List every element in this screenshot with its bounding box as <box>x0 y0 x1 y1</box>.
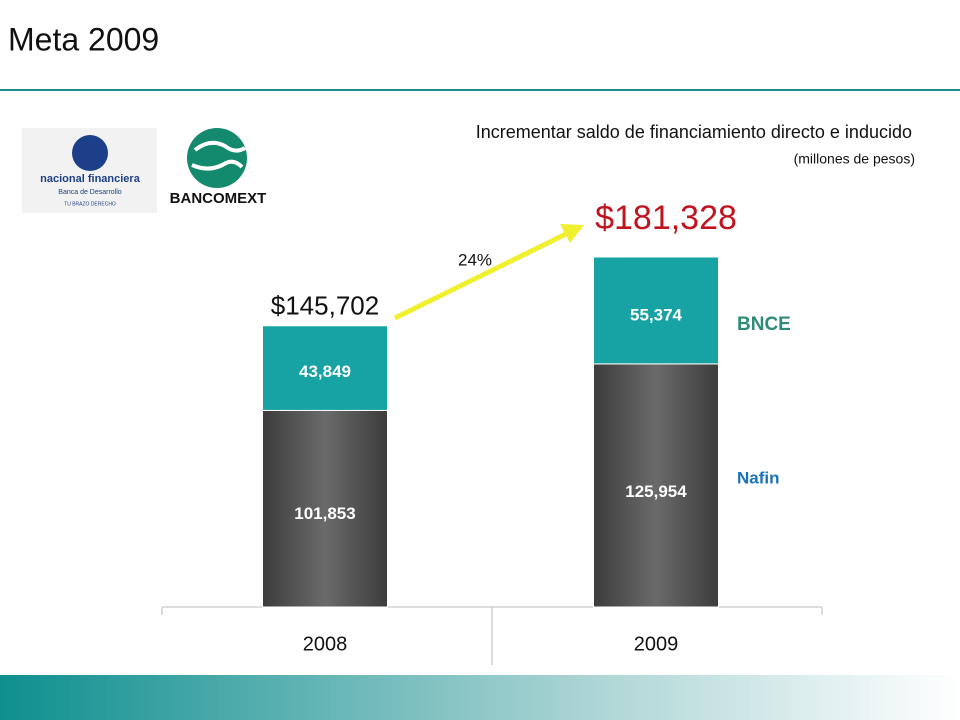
bancomext-name: BANCOMEXT <box>170 190 267 207</box>
slide-title: Meta 2009 <box>8 21 159 57</box>
x-tick-label: 2009 <box>634 633 679 655</box>
bancomext-globe-lines <box>191 140 247 171</box>
footer-strip <box>0 675 960 720</box>
nafin-motto: TU BRAZO DERECHO <box>64 201 116 207</box>
data-label: 43,849 <box>299 362 351 381</box>
units: (millones de pesos) <box>794 151 915 167</box>
nafin-sub: Banca de Desarrollo <box>58 189 122 196</box>
bancomext-globe <box>187 128 247 188</box>
legend-label: Nafin <box>737 468 780 487</box>
nafin-logo-mark <box>72 135 108 171</box>
data-label: 101,853 <box>294 504 355 523</box>
growth-label: 24% <box>458 250 492 269</box>
total-label: $181,328 <box>595 199 737 237</box>
total-label: $145,702 <box>271 291 379 321</box>
legend-label: BNCE <box>737 314 791 335</box>
growth-arrow <box>393 230 570 321</box>
bar-segment <box>593 363 719 608</box>
x-tick-label: 2008 <box>303 633 348 655</box>
subtitle: Incrementar saldo de financiamiento dire… <box>476 122 912 142</box>
bar-segment <box>262 325 388 411</box>
growth-arrow-head <box>560 224 584 243</box>
bar-segment <box>262 409 388 608</box>
nafin-name: nacional financiera <box>40 173 141 185</box>
data-label: 125,954 <box>625 482 687 501</box>
data-label: 55,374 <box>630 305 683 324</box>
bar-segment <box>593 256 719 365</box>
